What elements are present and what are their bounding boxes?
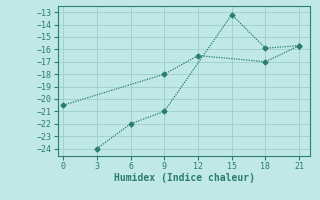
X-axis label: Humidex (Indice chaleur): Humidex (Indice chaleur) bbox=[114, 173, 254, 183]
